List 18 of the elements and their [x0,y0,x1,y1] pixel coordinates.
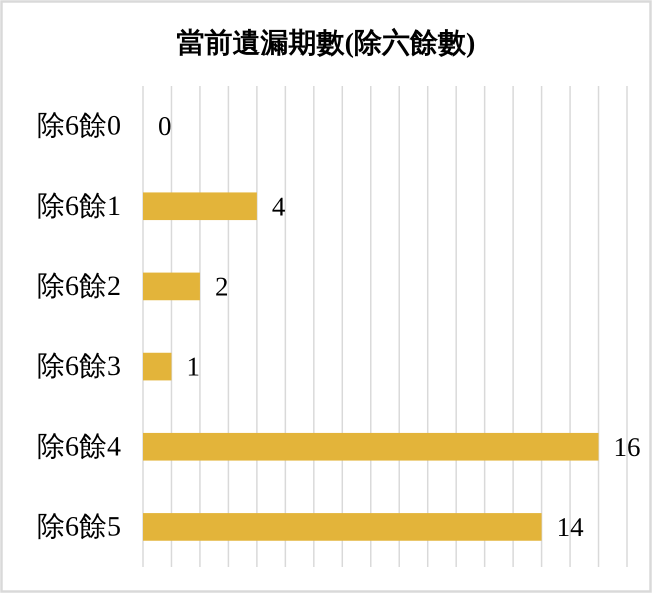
data-label: 16 [614,432,641,462]
y-tick-label: 除6餘0 [37,110,121,142]
bar [143,513,542,541]
y-tick-label: 除6餘2 [37,270,121,302]
data-label: 14 [556,512,584,542]
data-label: 2 [214,271,228,302]
bar [143,272,200,300]
bar [143,432,599,461]
data-label: 4 [272,191,286,222]
y-tick-label: 除6餘4 [37,431,121,462]
bar [143,352,172,380]
y-tick-label: 除6餘5 [37,511,121,542]
chart-title: 當前遺漏期數(除六餘數) [176,27,476,59]
bar [143,192,257,220]
data-label: 0 [158,111,172,142]
y-tick-label: 除6餘3 [37,351,121,382]
data-label: 1 [186,352,200,382]
y-tick-label: 除6餘1 [37,190,121,222]
